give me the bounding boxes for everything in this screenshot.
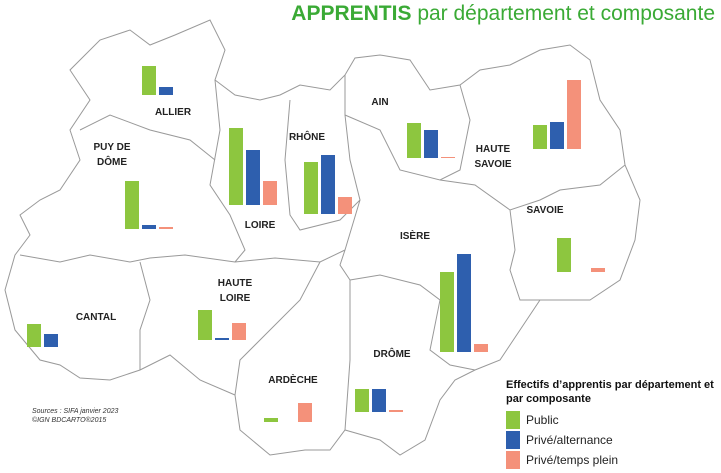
bar (159, 227, 173, 229)
title-rest: par département et composante (417, 2, 715, 25)
border (349, 274, 476, 371)
bar (557, 238, 571, 272)
border (339, 199, 361, 431)
department-label: ARDÈCHE (268, 373, 318, 386)
bar (321, 155, 335, 214)
bar (567, 80, 581, 149)
department-label: LOIRE (245, 220, 276, 231)
bar (27, 324, 41, 347)
department-label: DRÔME (373, 347, 411, 360)
bar (246, 150, 260, 205)
department-label: PUY DE (93, 142, 130, 153)
bar (533, 125, 547, 149)
legend-label: Privé/alternance (526, 433, 613, 447)
border (79, 114, 216, 161)
border (209, 79, 246, 263)
bar (372, 389, 386, 412)
bar (44, 334, 58, 347)
title: APPRENTIS par département et composante (291, 2, 715, 26)
bar (550, 122, 564, 149)
border (284, 75, 361, 231)
bar (389, 410, 403, 412)
legend-item: Privé/temps plein (506, 451, 618, 469)
bar (125, 181, 139, 229)
department-label: CANTAL (76, 312, 116, 323)
bar (457, 254, 471, 352)
legend-label: Public (526, 413, 559, 427)
bar (298, 403, 312, 422)
bar (440, 272, 454, 352)
department-label: DÔME (97, 155, 127, 168)
border (509, 209, 540, 301)
bar (159, 87, 173, 95)
bar (474, 344, 488, 352)
legend-swatch (506, 431, 520, 449)
department-label: RHÔNE (289, 130, 325, 143)
bar (424, 130, 438, 158)
bar (142, 225, 156, 229)
legend-label: Privé/temps plein (526, 453, 619, 467)
bar (591, 268, 605, 272)
bar (304, 162, 318, 214)
department-label: LOIRE (220, 293, 251, 304)
title-bold: APPRENTIS (291, 2, 412, 25)
department-label: ISÈRE (400, 229, 430, 242)
source: ©IGN BDCARTO®2015 (32, 417, 107, 424)
bar (142, 66, 156, 95)
border (139, 261, 151, 370)
legend-swatch (506, 411, 520, 429)
department-label: HAUTE (218, 278, 253, 289)
bar (441, 157, 455, 158)
legend-swatch (506, 451, 520, 469)
bar (229, 128, 243, 205)
department-label: SAVOIE (474, 159, 511, 170)
bar (263, 181, 277, 205)
border (19, 249, 346, 263)
bar (264, 418, 278, 422)
bar (232, 323, 246, 340)
source: Sources : SIFA janvier 2023 (32, 408, 119, 415)
bar (215, 338, 229, 340)
department-label: SAVOIE (526, 205, 563, 216)
department-label: ALLIER (155, 107, 192, 118)
bar (355, 389, 369, 412)
legend-item: Privé/alternance (506, 431, 613, 449)
region-outline (4, 19, 641, 456)
department-label: AIN (371, 97, 388, 108)
bar (338, 197, 352, 214)
legend-item: Public (506, 411, 559, 429)
border (234, 261, 321, 396)
department-label: HAUTE (476, 144, 511, 155)
bar (407, 123, 421, 158)
bar (198, 310, 212, 340)
border (439, 164, 626, 211)
legend-title: Effectifs d’apprentis par département et… (506, 379, 714, 405)
